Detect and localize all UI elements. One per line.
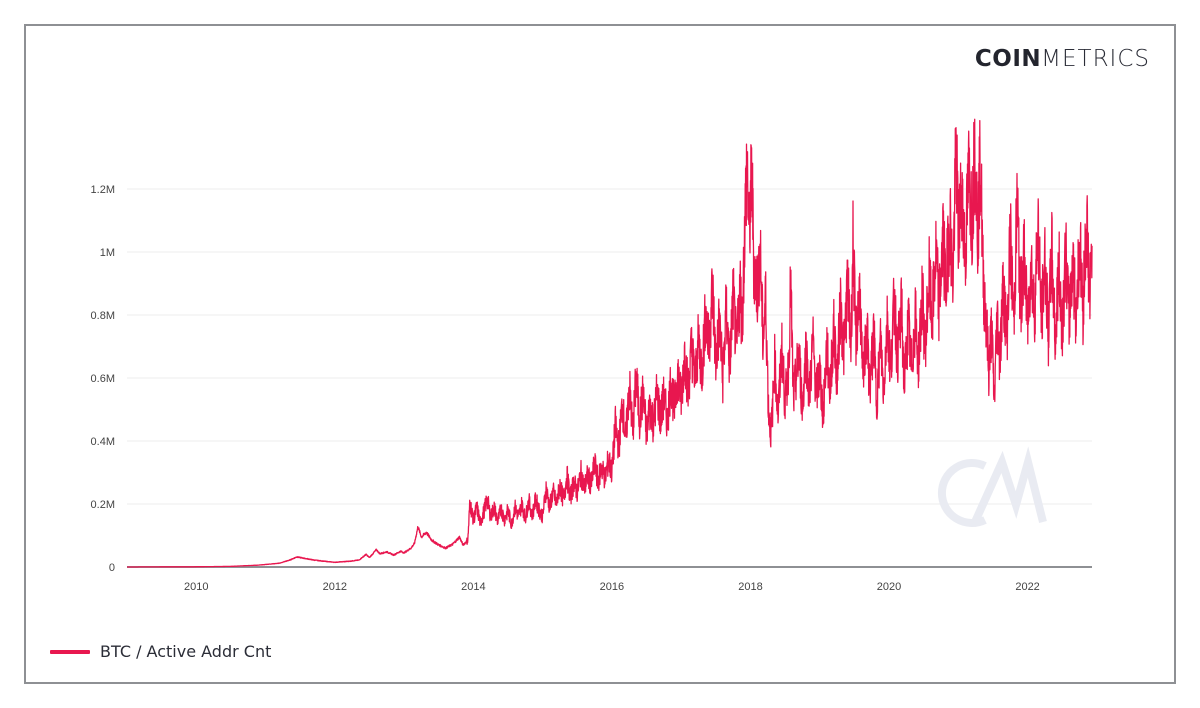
- y-axis-ticks: 0 0.2M 0.4M 0.6M 0.8M 1M 1.2M: [91, 184, 115, 574]
- legend[interactable]: BTC / Active Addr Cnt: [50, 642, 271, 661]
- x-axis-ticks: 2010 2012 2014 2016 2018 2020 2022: [184, 581, 1040, 593]
- y-tick-label: 0.8M: [91, 310, 115, 322]
- y-tick-label: 0.4M: [91, 436, 115, 448]
- y-tick-label: 1.2M: [91, 184, 115, 196]
- logo-bold-text: COIN: [974, 46, 1042, 72]
- legend-swatch-icon: [50, 649, 90, 654]
- y-tick-label: 0.2M: [91, 499, 115, 511]
- x-tick-label: 2010: [184, 581, 208, 593]
- logo-light-text: METRICS: [1041, 46, 1150, 72]
- y-tick-label: 0.6M: [91, 373, 115, 385]
- watermark-cm-icon: [938, 446, 1047, 527]
- coinmetrics-logo: COINMETRICS: [975, 46, 1150, 72]
- legend-label: BTC / Active Addr Cnt: [100, 642, 272, 661]
- chart-frame: [24, 24, 1176, 684]
- x-tick-label: 2016: [600, 581, 624, 593]
- gridlines: [127, 188, 1092, 505]
- x-tick-label: 2018: [738, 581, 762, 593]
- y-tick-label: 0: [109, 562, 115, 574]
- x-tick-label: 2022: [1015, 581, 1039, 593]
- x-tick-label: 2012: [323, 581, 347, 593]
- x-tick-label: 2014: [461, 581, 485, 593]
- y-tick-label: 1M: [100, 247, 115, 259]
- x-tick-label: 2020: [877, 581, 901, 593]
- series-line-btc-active-addr: [126, 118, 1093, 568]
